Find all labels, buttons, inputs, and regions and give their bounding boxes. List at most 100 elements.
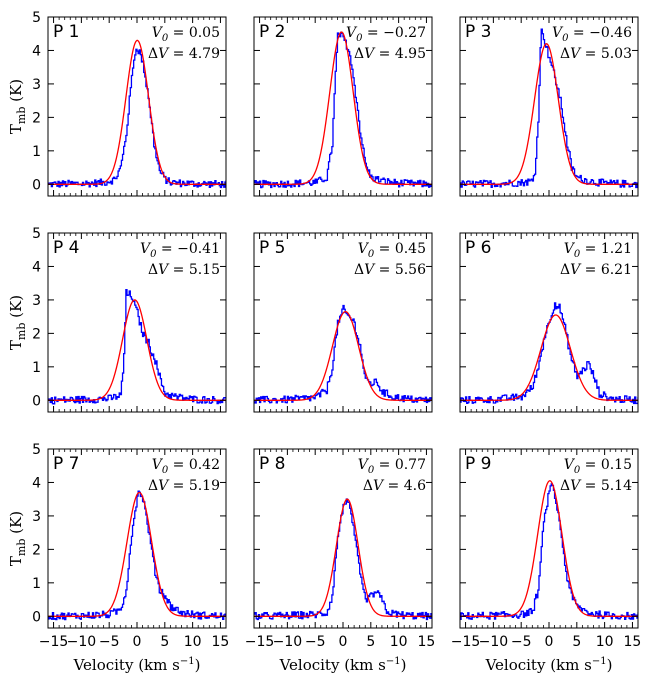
- x-tick-label: 0: [339, 634, 348, 650]
- y-tick-label: 4: [32, 43, 41, 59]
- dv-value: 5.14: [601, 478, 632, 494]
- panel-frame: [253, 232, 433, 413]
- observed-spectrum-line: [460, 302, 638, 405]
- panel-label: P 2: [259, 22, 285, 42]
- y-tick-label: 5: [32, 10, 41, 26]
- v0-annotation: V0 = 0.15: [564, 457, 632, 476]
- dv-value: 4.6: [404, 478, 426, 494]
- x-tick-label: −5: [305, 634, 326, 650]
- y-tick-label: 2: [32, 110, 41, 126]
- gaussian-fit-line: [460, 480, 638, 617]
- panel-4: 0 1 2 3 4 5 P 4 V0 = −0.41 ΔV = 5.15: [32, 226, 227, 413]
- v0-value: −0.41: [177, 241, 220, 257]
- panel-3: P 3 V0 = −0.46 ΔV = 5.03: [459, 16, 639, 197]
- y-tick-label: 0: [32, 177, 41, 193]
- panel-9: −15−10 −5 0 5 10 15 P 9 V0 = 0.15 ΔV = 5.14: [451, 448, 642, 650]
- gaussian-fit-line: [254, 311, 432, 401]
- dv-annotation: ΔV = 5.15: [148, 262, 220, 278]
- dv-value: 5.15: [189, 262, 220, 278]
- observed-spectrum-line: [460, 28, 638, 189]
- y-tick-label: 1: [32, 576, 41, 592]
- y-tick-label: 5: [32, 442, 41, 458]
- panel-frame: [47, 16, 227, 197]
- panel-label: P 8: [259, 454, 285, 474]
- dv-annotation: ΔV = 5.19: [148, 478, 220, 494]
- panel-2: P 2 V0 = −0.27 ΔV = 4.95: [253, 16, 433, 197]
- y-tick-label: 0: [32, 609, 41, 625]
- x-tick-label: −15: [39, 634, 69, 650]
- y-tick-label: 5: [32, 226, 41, 242]
- x-tick-label: 15: [418, 634, 436, 650]
- x-tick-label: 0: [133, 634, 142, 650]
- dv-value: 5.03: [601, 46, 632, 62]
- panel-frame: [47, 232, 227, 413]
- y-axis-title: Tmb (K): [7, 295, 28, 350]
- x-tick-label: 5: [366, 634, 375, 650]
- gaussian-fit-line: [48, 491, 226, 617]
- dv-annotation: ΔV = 6.21: [560, 262, 632, 278]
- panel-label: P 1: [53, 22, 79, 42]
- panel-label: P 5: [259, 238, 285, 258]
- v0-value: 0.42: [189, 457, 220, 473]
- dv-annotation: ΔV = 5.03: [560, 46, 632, 62]
- gaussian-fit-line: [254, 31, 432, 185]
- y-axis-title: Tmb (K): [7, 511, 28, 566]
- panel-label: P 7: [53, 454, 79, 474]
- y-tick-label: 2: [32, 542, 41, 558]
- dv-value: 5.56: [395, 262, 426, 278]
- observed-spectrum-line: [48, 48, 226, 189]
- panel-frame: [47, 448, 227, 629]
- x-tick-label: −10: [479, 634, 509, 650]
- v0-annotation: V0 = 0.42: [152, 457, 220, 476]
- v0-value: 1.21: [601, 241, 632, 257]
- v0-annotation: V0 = −0.27: [346, 25, 426, 44]
- v0-value: 0.77: [395, 457, 426, 473]
- y-tick-label: 4: [32, 259, 41, 275]
- v0-value: 0.15: [601, 457, 632, 473]
- x-tick-label: −10: [67, 634, 97, 650]
- observed-spectrum-line: [48, 288, 226, 405]
- dv-value: 4.95: [395, 46, 426, 62]
- x-tick-label: −5: [99, 634, 120, 650]
- x-tick-label: 5: [160, 634, 169, 650]
- panel-1: 0 1 2 3 4 5 P 1 V0 = 0.05 ΔV = 4.79: [32, 10, 227, 197]
- x-tick-label: 5: [572, 634, 581, 650]
- v0-annotation: V0 = 1.21: [564, 241, 632, 260]
- panel-6: P 6 V0 = 1.21 ΔV = 6.21: [459, 232, 639, 413]
- dv-annotation: ΔV = 4.6: [363, 478, 426, 494]
- v0-annotation: V0 = −0.46: [552, 25, 632, 44]
- panel-frame: [459, 448, 639, 629]
- dv-value: 4.79: [189, 46, 220, 62]
- x-axis-title: Velocity (km s−1): [73, 656, 201, 674]
- panel-frame: [253, 448, 433, 629]
- panel-label: P 4: [53, 238, 79, 258]
- y-tick-label: 0: [32, 393, 41, 409]
- x-tick-label: 10: [184, 634, 202, 650]
- panel-label: P 3: [465, 22, 491, 42]
- dv-value: 6.21: [601, 262, 632, 278]
- x-tick-label: 15: [212, 634, 230, 650]
- v0-value: −0.46: [589, 25, 632, 41]
- panel-frame: [253, 16, 433, 197]
- x-tick-label: −5: [511, 634, 532, 650]
- x-tick-label: −15: [245, 634, 275, 650]
- observed-spectrum-line: [48, 490, 226, 621]
- dv-value: 5.19: [189, 478, 220, 494]
- v0-annotation: V0 = 0.45: [358, 241, 426, 260]
- gaussian-fit-line: [48, 299, 226, 401]
- observed-spectrum-line: [254, 498, 432, 621]
- y-tick-label: 4: [32, 475, 41, 491]
- v0-annotation: V0 = −0.41: [140, 241, 220, 260]
- y-tick-label: 2: [32, 326, 41, 342]
- v0-value: 0.45: [395, 241, 426, 257]
- panel-frame: [459, 16, 639, 197]
- y-tick-label: 1: [32, 144, 41, 160]
- x-tick-label: 15: [624, 634, 642, 650]
- v0-annotation: V0 = 0.05: [152, 25, 220, 44]
- panel-label: P 9: [465, 454, 491, 474]
- dv-annotation: ΔV = 5.14: [560, 478, 632, 494]
- panel-8: −15−10 −5 0 5 10 15 P 8 V0 = 0.77 ΔV = 4.6: [245, 448, 436, 650]
- dv-annotation: ΔV = 4.95: [354, 46, 426, 62]
- x-tick-label: 10: [596, 634, 614, 650]
